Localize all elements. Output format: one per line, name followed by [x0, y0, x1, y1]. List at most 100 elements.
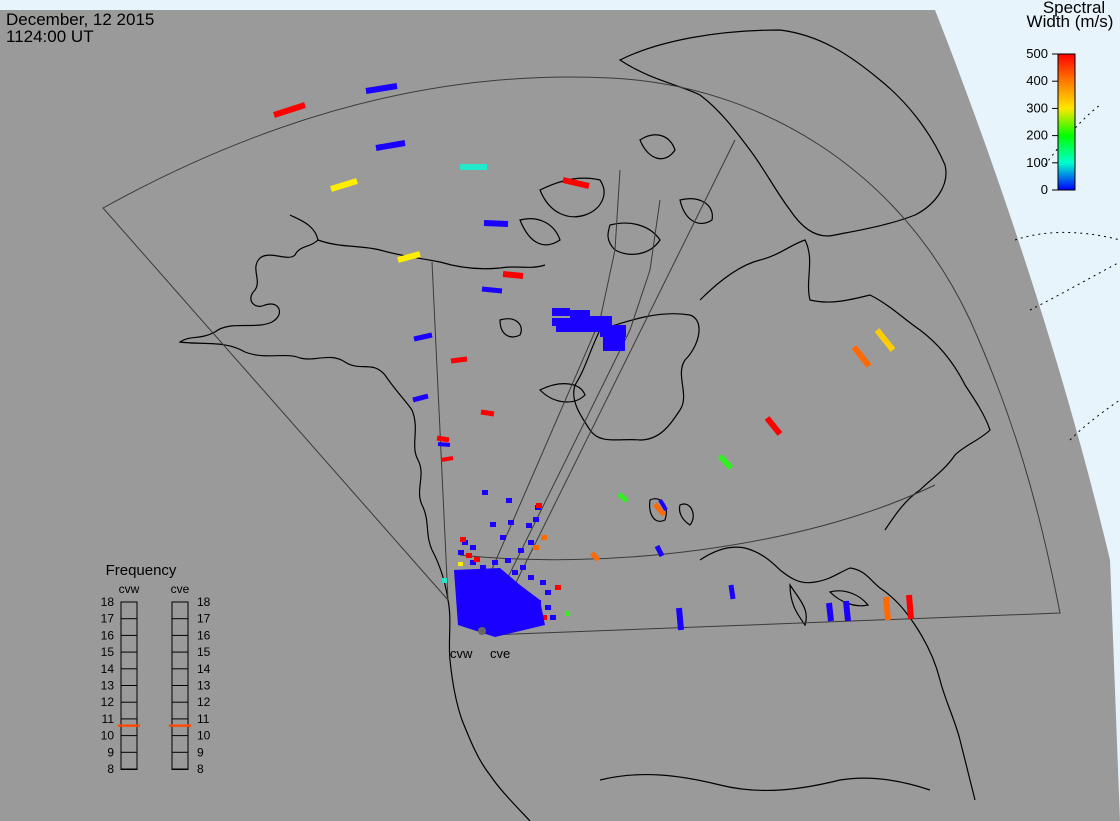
colorbar-tick-label: 300: [1026, 100, 1048, 115]
frequency-tick-label: 18: [197, 595, 211, 609]
scatter-cell: [490, 522, 496, 527]
colorbar-gradient: [1057, 53, 1076, 191]
frequency-tick-label: 16: [197, 628, 211, 642]
latitude-grid-line: [1069, 399, 1120, 441]
scatter-cell: [273, 102, 306, 118]
frequency-tick-label: 14: [101, 662, 115, 676]
scatter-cell: [545, 605, 551, 610]
scatter-cell: [528, 540, 534, 545]
scatter-cell: [562, 177, 590, 189]
spectral-width-colorbar: Spectral Width (m/s) 500 400 300 200 100 0: [1026, 0, 1113, 197]
scatter-cell: [728, 584, 736, 600]
frequency-tick-label: 10: [101, 729, 115, 743]
frequency-tick-label: 10: [197, 729, 211, 743]
frequency-radar-cve: cve: [171, 582, 190, 596]
scatter-cell: [555, 585, 561, 590]
scatter-cell: [552, 318, 592, 326]
scatter-cell: [500, 580, 535, 628]
scatter-cell: [482, 490, 488, 495]
scatter-cell: [330, 178, 358, 192]
scatter-cell: [481, 286, 503, 294]
colorbar-tick-label: 200: [1026, 128, 1048, 143]
scatter-cell: [505, 558, 511, 563]
scatter-cell: [483, 220, 509, 227]
scatter-cell: [528, 575, 534, 580]
scatter-cell: [508, 520, 514, 525]
scatter-cell: [458, 562, 463, 566]
frequency-radar-cvw: cvw: [119, 582, 140, 596]
scatter-cell: [520, 565, 526, 570]
scatter-cell: [654, 544, 665, 558]
scatter-cell: [764, 416, 783, 436]
frequency-tick-label: 17: [197, 612, 211, 626]
colorbar-tick-label: 500: [1026, 46, 1048, 61]
scatter-cell: [565, 611, 570, 616]
scatter-cell: [412, 393, 429, 403]
scatter-cell: [570, 310, 590, 318]
scatter-cell: [658, 498, 668, 512]
scatter-cell: [413, 332, 433, 342]
frequency-tick-label: 14: [197, 662, 211, 676]
coastlines: [178, 29, 991, 821]
scatter-cell: [436, 435, 450, 443]
backscatter-cells: [273, 83, 914, 637]
frequency-tick-label: 11: [197, 712, 210, 726]
scatter-cell: [545, 590, 551, 595]
scatter-cell: [365, 83, 398, 94]
colorbar-title-line2: Width (m/s): [1027, 12, 1114, 31]
scatter-cell: [437, 442, 451, 447]
time-label: 1124:00 UT: [6, 27, 94, 46]
scatter-cell: [552, 308, 570, 316]
radar-site-marker: [478, 627, 486, 635]
scatter-cell: [375, 140, 406, 151]
scatter-cell: [617, 492, 629, 503]
scatter-cell: [480, 409, 495, 417]
latitude-grid-line: [1014, 231, 1120, 241]
scatter-cell: [874, 328, 896, 352]
scatter-cell: [536, 503, 542, 508]
frequency-tick-label: 8: [197, 762, 204, 776]
scatter-cell: [470, 560, 476, 565]
scatter-cell: [526, 523, 532, 528]
frequency-panel: Frequency cvw cve 18 17 16 15 14 13 12 11 10 9 8 18…: [101, 562, 211, 776]
scatter-cell: [550, 615, 556, 620]
scatter-cell: [458, 550, 464, 555]
radar-field-of-view: [102, 76, 1061, 636]
radar-site-label-cve: cve: [490, 646, 510, 661]
earth-disk: [0, 10, 1120, 821]
frequency-tick-label: 13: [101, 679, 115, 693]
scatter-cell: [540, 580, 546, 585]
scatter-cell: [466, 553, 472, 558]
frequency-tick-label: 15: [101, 645, 115, 659]
scatter-cell: [600, 325, 626, 337]
frequency-tick-label: 15: [197, 645, 211, 659]
frequency-tick-label: 9: [197, 745, 204, 759]
colorbar-tick-label: 0: [1041, 182, 1048, 197]
scatter-cell: [556, 326, 606, 332]
scatter-cell: [462, 540, 468, 545]
frequency-tick-label: 8: [107, 762, 114, 776]
scatter-cell: [512, 570, 518, 575]
frequency-tick-label: 12: [197, 695, 211, 709]
scatter-cell: [450, 356, 468, 364]
frequency-tick-label: 12: [101, 695, 115, 709]
scatter-cell: [653, 502, 666, 517]
scatter-cell: [474, 557, 480, 562]
frequency-tick-label: 16: [101, 628, 115, 642]
scatter-cell: [518, 548, 524, 553]
frequency-tick-label: 18: [101, 595, 115, 609]
scatter-cell: [590, 551, 600, 562]
frequency-tick-label: 13: [197, 679, 211, 693]
scatter-cell: [541, 535, 547, 540]
radar-site-label-cvw: cvw: [450, 646, 473, 661]
scatter-cell: [500, 535, 506, 540]
frequency-tick-label: 9: [107, 745, 114, 759]
scatter-cell: [676, 607, 684, 631]
scatter-cell: [843, 600, 851, 622]
frequency-title: Frequency: [106, 562, 177, 579]
date-label: December, 12 2015: [6, 10, 154, 29]
scatter-cell: [603, 337, 625, 351]
scatter-cell: [502, 271, 524, 279]
scatter-cell: [826, 602, 834, 622]
scatter-cell: [851, 345, 872, 368]
